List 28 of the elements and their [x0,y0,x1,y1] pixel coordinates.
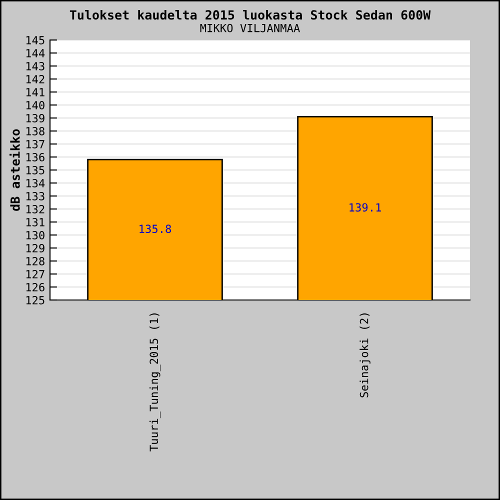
y-tick-label: 138 [26,127,44,136]
chart-subtitle: MIKKO VILJANMAA [200,24,300,32]
y-tick-label: 134 [26,179,45,188]
y-tick-label: 142 [26,75,44,84]
x-tick-label: Tuuri_Tuning_2015 (1) [149,313,161,452]
y-tick-label: 141 [26,88,44,96]
y-tick-label: 137 [26,140,44,148]
y-tick-label: 125 [26,296,44,304]
y-tick-label: 144 [26,49,45,58]
y-tick-label: 133 [26,192,44,200]
y-tick-label: 128 [26,257,44,266]
chart-title: Tulokset kaudelta 2015 luokasta Stock Sedan 600W [70,10,431,20]
y-tick-label: 132 [26,205,44,214]
data-label: 135.8 [140,224,172,234]
y-tick-label: 131 [26,218,44,226]
y-tick-label: 130 [26,231,44,240]
y-tick-label: 126 [26,283,44,292]
y-tick-label: 143 [26,62,44,70]
data-label: 139.1 [350,203,381,212]
y-tick-label: 145 [26,36,44,44]
y-tick-label: 127 [26,270,44,278]
y-axis-title: dB asteikko [10,129,20,211]
x-tick-label: Seinajoki (2) [360,313,370,398]
y-tick-label: 139 [26,114,44,122]
y-tick-label: 136 [26,153,44,162]
y-tick-label: 129 [26,244,44,252]
y-tick-label: 135 [26,166,44,174]
y-tick-label: 140 [26,101,44,110]
